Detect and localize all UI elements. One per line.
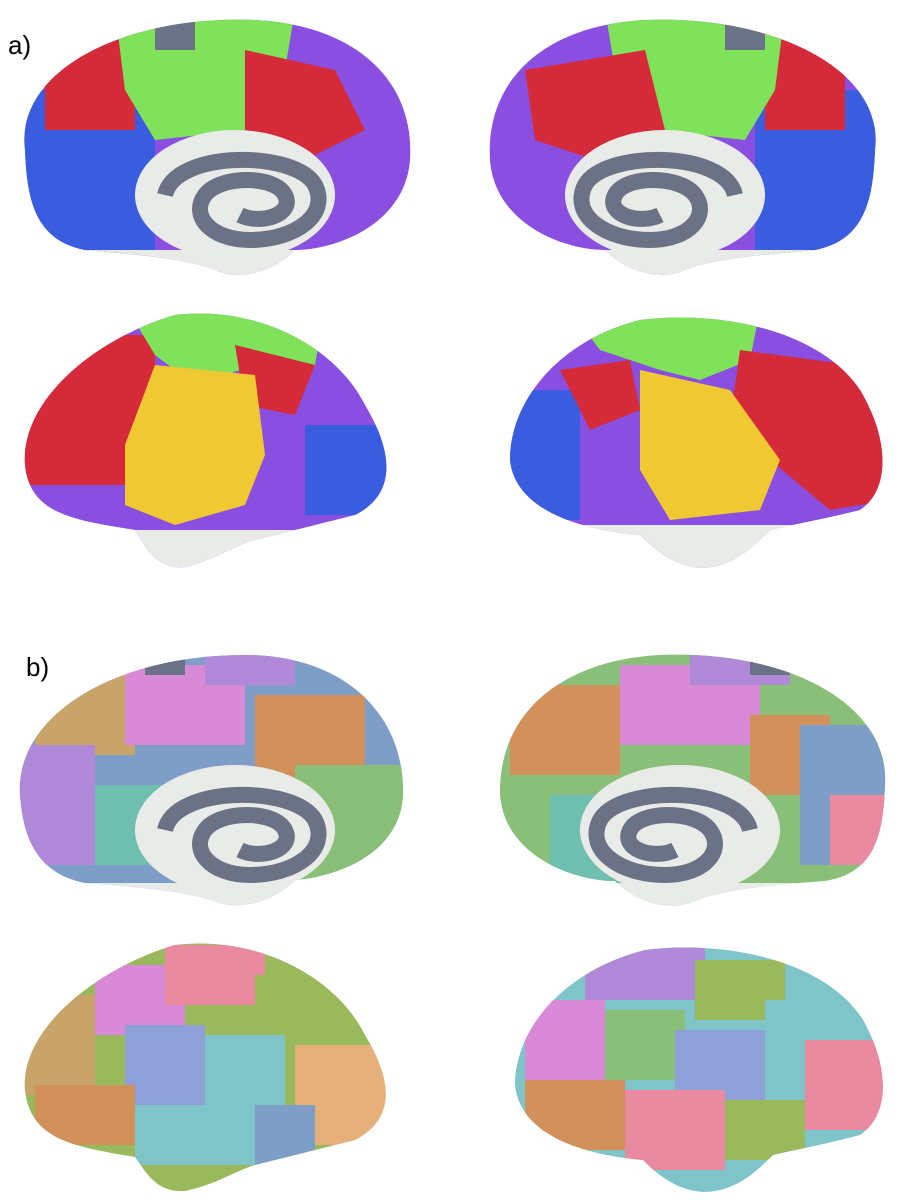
panel-a-right-medial-brain: [489, 19, 876, 275]
panel-b-right-lateral-brain: [515, 947, 883, 1193]
panel-b-left-medial-brain: [19, 655, 404, 906]
panel-a-left-lateral-brain: [24, 313, 387, 568]
panel-b-left-lateral-brain: [24, 943, 386, 1192]
panel-a-left-medial-brain: [24, 19, 411, 275]
panel-a-label: a): [8, 30, 32, 60]
panel-a-right-lateral-brain: [510, 317, 883, 569]
panel-b-label: b): [26, 652, 50, 682]
panel-b-right-medial-brain: [499, 654, 886, 906]
